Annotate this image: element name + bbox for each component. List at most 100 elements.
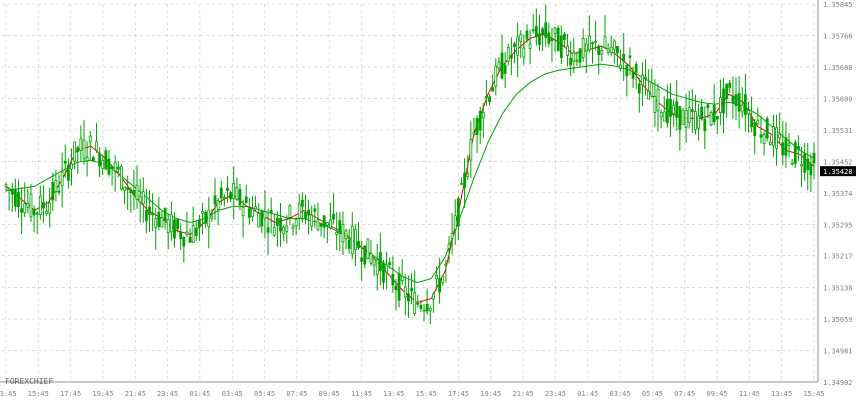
- candle-body: [141, 191, 145, 205]
- time-tick-label: 01:45: [577, 390, 598, 398]
- candle-body: [201, 211, 204, 214]
- candle-body: [382, 262, 385, 283]
- candle-body: [797, 146, 800, 150]
- candle-body: [400, 275, 404, 281]
- candle-body: [157, 211, 161, 227]
- candle-body: [232, 182, 236, 200]
- candle-body: [715, 116, 719, 120]
- price-tick-label: 1.35688: [823, 64, 853, 72]
- candle-body: [616, 46, 619, 54]
- time-tick-label: 19:45: [92, 390, 113, 398]
- candle-body: [375, 259, 379, 276]
- candle-body: [709, 112, 713, 126]
- candle-body: [503, 64, 507, 74]
- candle-body: [254, 206, 257, 210]
- candle-body: [113, 162, 117, 172]
- candle-body: [357, 240, 360, 249]
- time-tick-label: 11:45: [351, 390, 372, 398]
- candle-body: [622, 53, 626, 62]
- candle-body: [569, 57, 573, 66]
- candle-body: [166, 218, 170, 234]
- candle-body: [750, 116, 754, 128]
- candle-body: [325, 222, 329, 226]
- current-price-text: 1.35428: [823, 168, 853, 176]
- candle-body: [229, 192, 233, 200]
- candle-body: [488, 96, 491, 103]
- time-tick-label: 13:45: [0, 390, 17, 398]
- candle-body: [194, 227, 198, 236]
- candle-body: [456, 198, 460, 227]
- candle-body: [297, 203, 301, 219]
- candle-body: [734, 94, 738, 106]
- candle-body: [291, 226, 295, 229]
- candle-body: [787, 143, 791, 147]
- candle-body: [594, 41, 598, 44]
- candle-body: [42, 202, 45, 209]
- candle-body: [82, 139, 86, 160]
- candle-body: [591, 42, 594, 45]
- candle-body: [123, 186, 126, 191]
- candle-body: [650, 82, 654, 97]
- time-axis: 13:45 15:45 17:45 19:45 21:45 23:45 01:45 03:45…: [0, 390, 825, 398]
- candles: [4, 4, 816, 325]
- time-tick-label: 19:45: [480, 390, 501, 398]
- candle-body: [38, 195, 42, 215]
- candle-body: [397, 273, 401, 301]
- candle-body: [198, 219, 201, 228]
- candle-body: [609, 46, 613, 53]
- candle-body: [422, 309, 426, 312]
- candle-body: [179, 231, 183, 240]
- candle-body: [173, 219, 176, 239]
- candle-body: [469, 139, 473, 161]
- candle-body: [300, 199, 304, 207]
- candle-body: [541, 28, 544, 35]
- candle-body: [497, 61, 501, 69]
- candle-body: [79, 138, 83, 151]
- candle-body: [110, 166, 114, 169]
- candle-body: [219, 187, 223, 199]
- price-tick-label: 1.34981: [823, 347, 853, 355]
- candle-body: [703, 118, 707, 132]
- candle-body: [210, 215, 214, 219]
- candle-body: [531, 29, 535, 32]
- candle-body: [263, 211, 267, 219]
- candle-body: [697, 115, 700, 129]
- candle-body: [63, 160, 67, 164]
- candle-body: [176, 219, 179, 230]
- candle-body: [550, 38, 554, 42]
- candle-body: [559, 35, 563, 58]
- candle-body: [279, 217, 282, 232]
- candle-body: [57, 190, 61, 193]
- candle-body: [460, 182, 463, 185]
- price-tick-label: 1.35059: [823, 316, 853, 324]
- candle-body: [731, 95, 735, 104]
- candle-body: [687, 107, 691, 123]
- candle-body: [98, 153, 101, 167]
- candle-body: [681, 109, 685, 125]
- candle-body: [572, 52, 576, 62]
- candle-body: [244, 196, 248, 203]
- candle-body: [391, 273, 395, 286]
- candle-body: [151, 212, 155, 216]
- candle-body: [257, 213, 261, 228]
- time-tick-label: 17:45: [60, 390, 81, 398]
- candle-body: [369, 253, 373, 264]
- candle-body: [385, 264, 389, 273]
- candle-body: [587, 35, 591, 51]
- candle-body: [612, 40, 616, 50]
- candle-body: [222, 196, 226, 199]
- candle-body: [584, 43, 588, 52]
- candle-body: [781, 142, 785, 156]
- time-tick-label: 15:45: [28, 390, 49, 398]
- candle-body: [694, 111, 697, 131]
- time-tick-label: 17:45: [448, 390, 469, 398]
- candle-body: [728, 82, 732, 88]
- candle-body: [600, 50, 604, 55]
- candle-body: [712, 105, 716, 123]
- candle-body: [800, 164, 803, 167]
- candle-body: [762, 134, 766, 144]
- candle-body: [335, 231, 339, 236]
- candle-body: [378, 252, 382, 272]
- candle-body: [104, 150, 108, 170]
